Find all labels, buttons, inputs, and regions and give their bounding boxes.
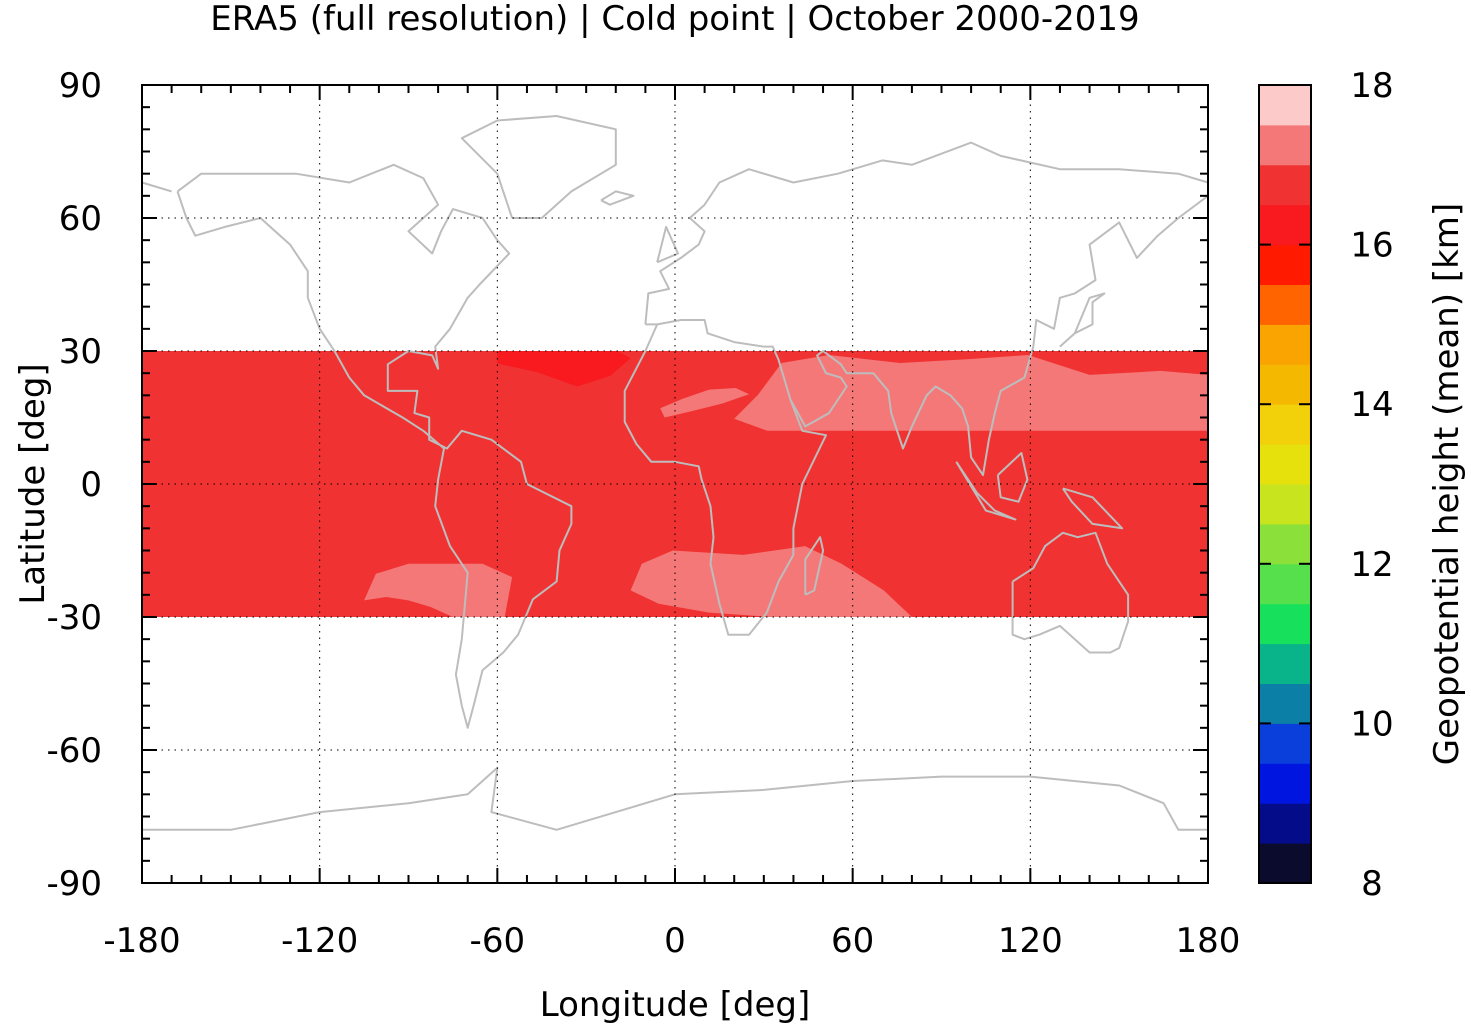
- x-tick-label: -120: [281, 921, 358, 961]
- colorbar-tick-label: 8: [1361, 864, 1383, 904]
- coastline-6: [804, 536, 825, 596]
- coastline-7: [955, 461, 1017, 521]
- colorbar-tick-label: 16: [1350, 226, 1393, 266]
- colorbar-swatch: [1259, 723, 1311, 764]
- coastline-9: [1062, 487, 1124, 530]
- colorbar-swatch: [1259, 164, 1311, 206]
- colorbar-tick-label: 10: [1350, 704, 1393, 744]
- colorbar-swatch: [1259, 444, 1311, 485]
- colorbar-swatch: [1259, 603, 1311, 645]
- colorbar-swatch: [1259, 484, 1311, 525]
- y-tick-label: 90: [59, 66, 102, 106]
- y-tick-label: 0: [80, 465, 102, 505]
- colorbar-swatch: [1259, 404, 1311, 445]
- x-tick-label: 120: [998, 921, 1063, 961]
- coastline-11: [141, 181, 172, 193]
- x-tick-label: -60: [470, 921, 526, 961]
- y-axis-title: Latitude [deg]: [13, 363, 53, 604]
- colorbar-tick-label: 18: [1350, 66, 1393, 106]
- x-tick-label: 60: [831, 921, 874, 961]
- plot-area: -180 -120 -60 0 60 120 180 90 60 30 0 -30 -60 -90: [46, 66, 1240, 961]
- colorbar-swatch: [1259, 364, 1311, 405]
- colorbar-swatch: [1259, 85, 1311, 126]
- colorbar-swatch: [1259, 843, 1311, 884]
- chart-title: ERA5 (full resolution) | Cold point | Oc…: [210, 0, 1139, 39]
- y-tick-label: -90: [46, 864, 102, 904]
- colorbar-frame: [1258, 84, 1312, 884]
- colorbar-swatch: [1259, 803, 1311, 844]
- coastline-13: [656, 225, 679, 264]
- y-tick-label: -30: [46, 598, 102, 638]
- colorbar-swatch: [1259, 643, 1311, 684]
- colorbar-swatch: [1259, 324, 1311, 365]
- coastline-4: [623, 323, 827, 636]
- region-north-atlantic: [497, 351, 631, 387]
- region-subtropical-north-atlantic: [660, 388, 749, 418]
- coastline-3: [645, 195, 1209, 477]
- colorbar-swatch: [1259, 523, 1311, 565]
- coastline-10: [142, 766, 1208, 831]
- y-tick-label: 60: [59, 199, 102, 239]
- x-tick-label: 0: [664, 921, 686, 961]
- colorbar-swatch: [1259, 124, 1311, 166]
- coastline-12: [600, 190, 635, 206]
- y-tick-label: 30: [59, 332, 102, 372]
- coastline-14: [1059, 292, 1106, 348]
- region-southeast-pacific: [364, 563, 513, 617]
- coastline-1: [460, 115, 617, 219]
- colorbar: 8 10 12 14 16 18: [1258, 66, 1394, 904]
- colorbar-swatch: [1259, 284, 1311, 325]
- x-tick-label: 180: [1176, 921, 1241, 961]
- coastline-2: [644, 141, 1209, 325]
- x-tick-label: -180: [103, 921, 180, 961]
- colorbar-title: Geopotential height (mean) [km]: [1427, 203, 1467, 765]
- coastline-8: [996, 452, 1029, 503]
- region-southern-africa-south-atlantic: [630, 546, 912, 617]
- colorbar-tick-label: 14: [1350, 385, 1393, 425]
- colorbar-swatch: [1259, 763, 1311, 804]
- colorbar-swatch: [1259, 244, 1311, 285]
- x-axis-title: Longitude [deg]: [540, 985, 811, 1025]
- colorbar-swatch: [1259, 683, 1311, 724]
- colorbar-tick-label: 12: [1350, 545, 1393, 585]
- y-tick-label: -60: [46, 731, 102, 771]
- colorbar-swatch: [1259, 204, 1311, 246]
- colorbar-swatch: [1259, 563, 1311, 605]
- coastline-5: [1011, 531, 1130, 654]
